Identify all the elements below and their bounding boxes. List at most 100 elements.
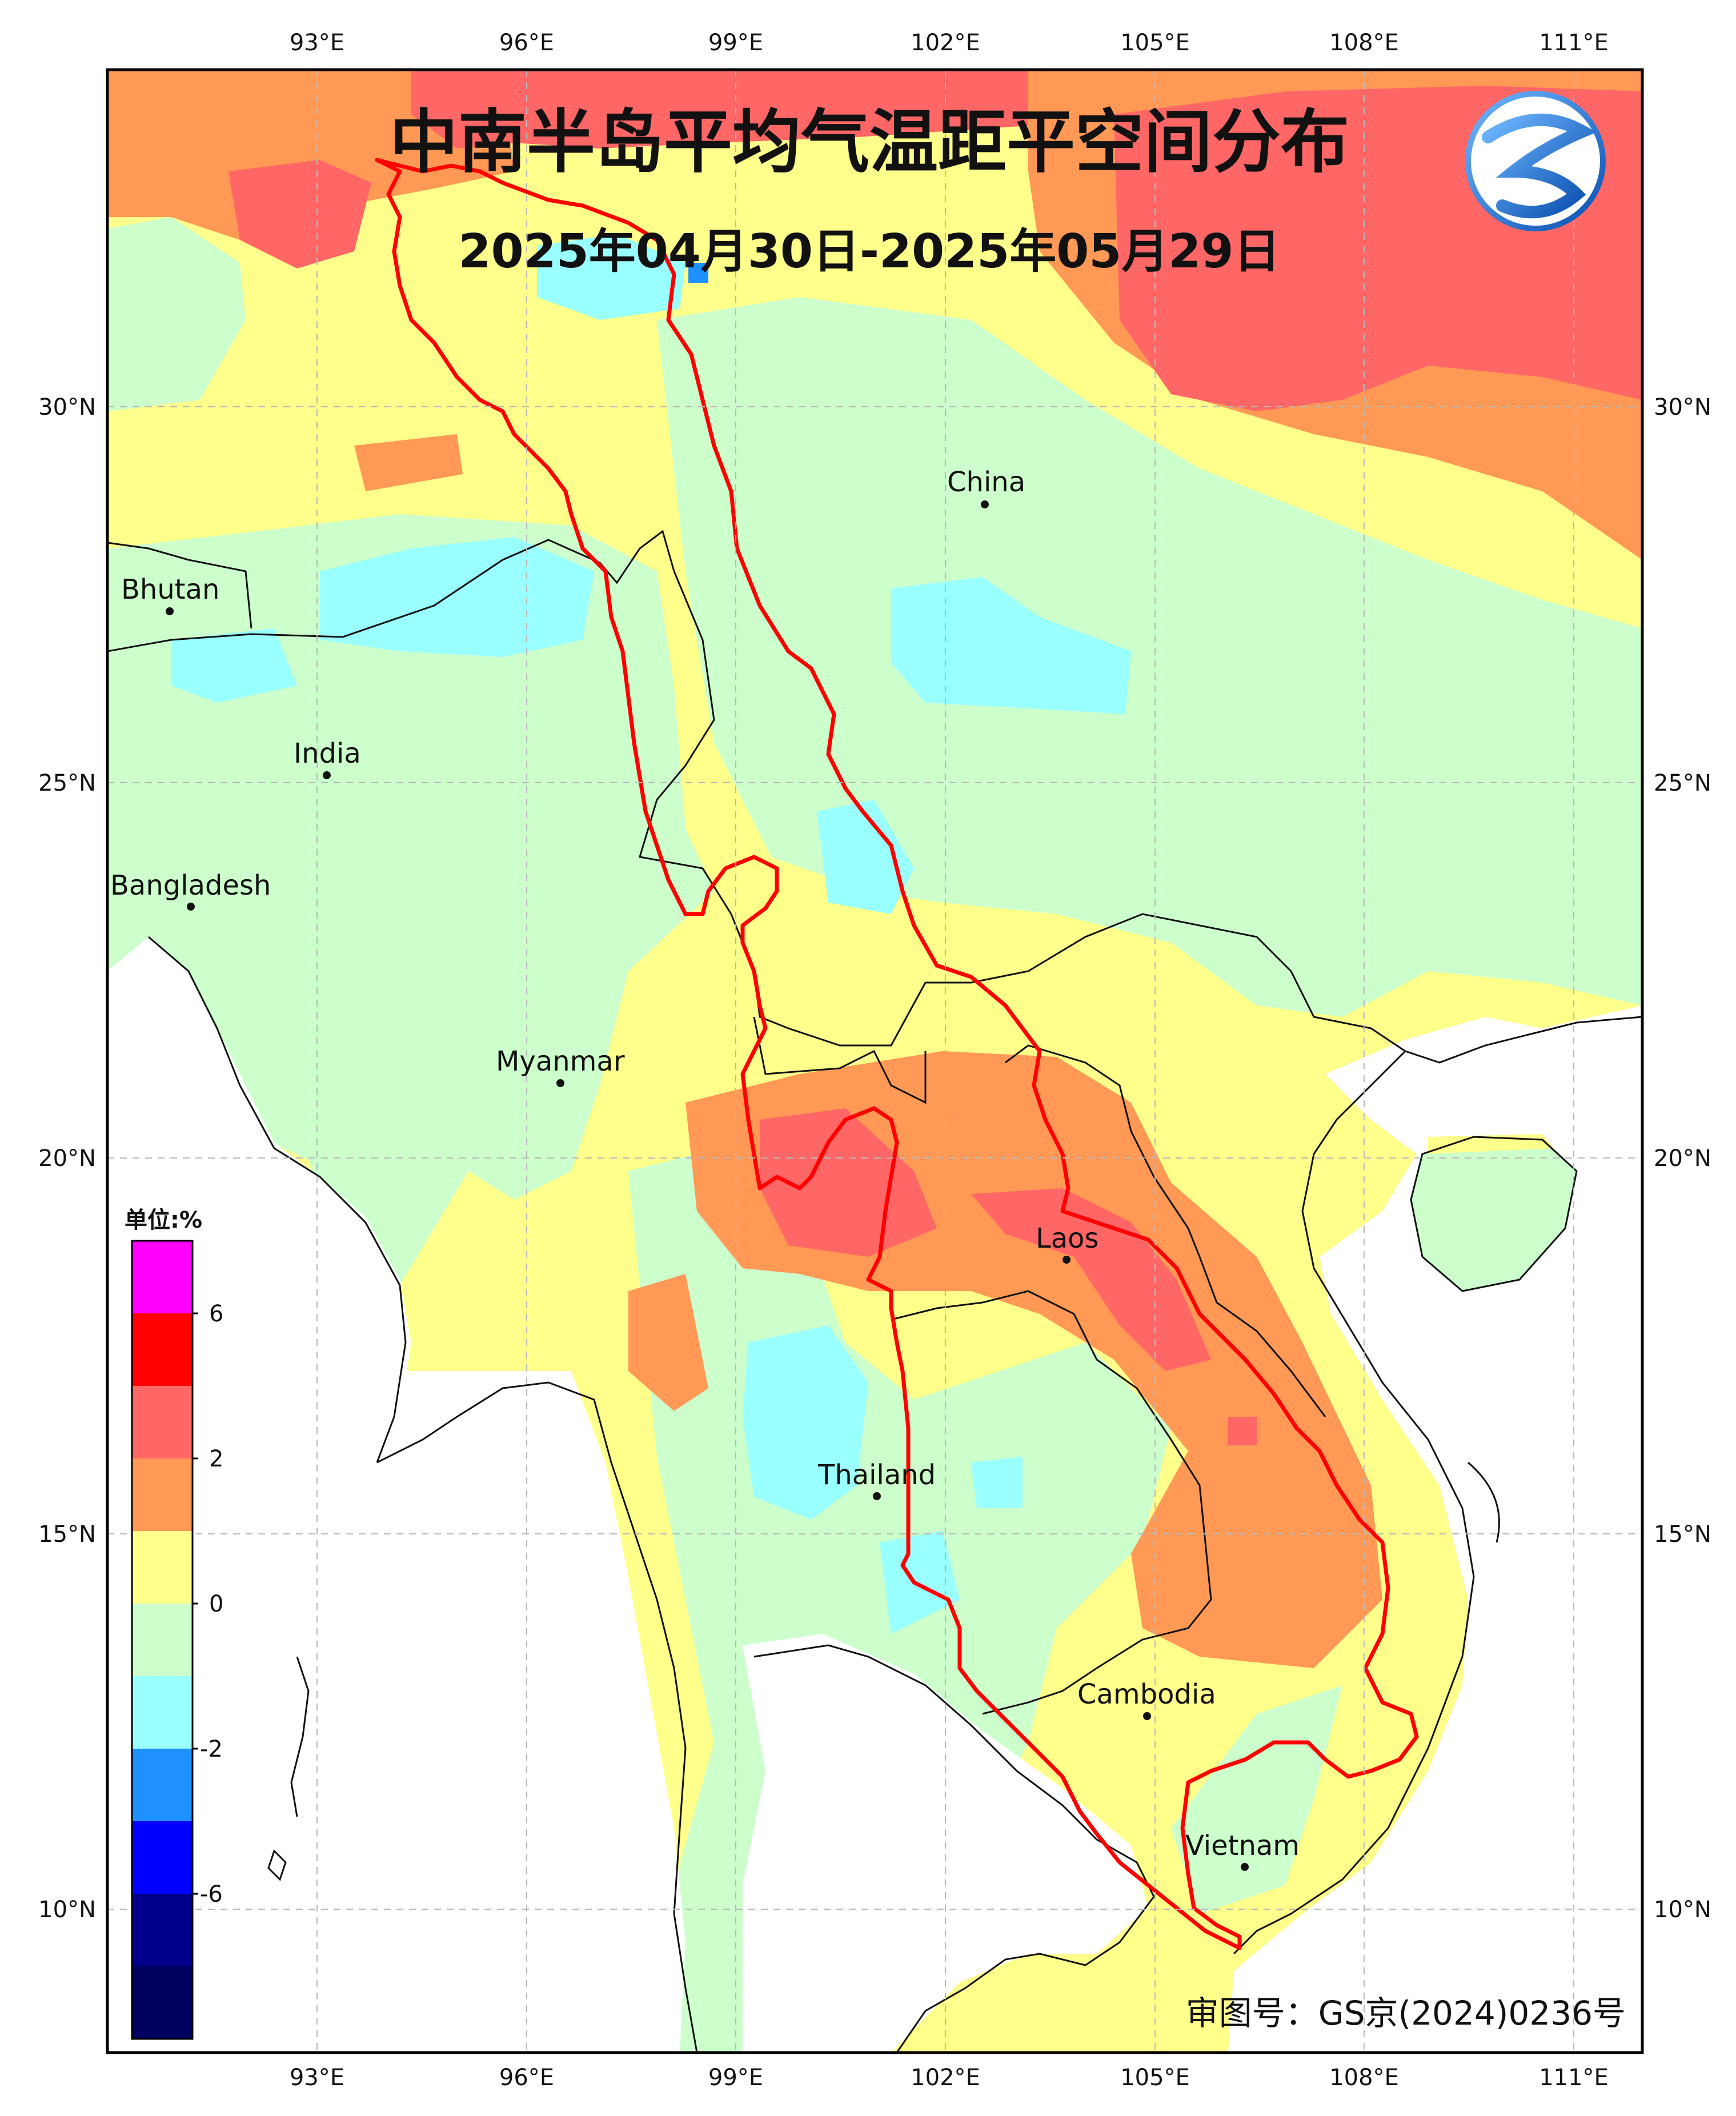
anomaly-zone-strong-warm xyxy=(760,1108,937,1257)
colorbar-tick-label: -6 xyxy=(200,1881,223,1907)
lon-tick-label: 111°E xyxy=(1539,2065,1609,2091)
lon-tick-label: 99°E xyxy=(708,2065,763,2091)
country-label-bangladesh: Bangladesh xyxy=(110,869,271,901)
country-bhutan: Bhutan xyxy=(121,574,219,615)
map-subtitle: 2025年04月30日-2025年05月29日 xyxy=(459,225,1281,279)
lon-ticks-top: 93°E 96°E 99°E 102°E 105°E 108°E 111°E xyxy=(290,30,1609,56)
lat-tick-label: 25°N xyxy=(1654,770,1711,796)
graticule xyxy=(107,70,1642,2053)
country-vietnam: Vietnam xyxy=(1185,1830,1300,1871)
anomaly-zone-strong-warm xyxy=(228,160,371,268)
colorbar-frame xyxy=(131,1240,194,2040)
anomaly-zone-slightly-cool xyxy=(107,514,714,1285)
approval-number: 审图号：GS京(2024)0236号 xyxy=(1186,1994,1626,2033)
lon-tick-label: 96°E xyxy=(499,30,554,56)
city-dot xyxy=(981,500,989,508)
country-label-cambodia: Cambodia xyxy=(1077,1678,1216,1710)
colorbar-bin xyxy=(132,1531,193,1604)
coastline xyxy=(267,1849,287,1881)
country-myanmar: Myanmar xyxy=(496,1045,625,1087)
colorbar-tick-label: 0 xyxy=(209,1591,223,1617)
colorbar-tick-label: 2 xyxy=(209,1446,223,1472)
colorbar-bin xyxy=(132,1458,193,1531)
anomaly-zone-strong-warm xyxy=(971,1188,1211,1371)
colorbar-bin xyxy=(132,1676,193,1749)
border-line xyxy=(107,542,252,629)
cma-logo xyxy=(1465,91,1606,231)
anomaly-zone-cool xyxy=(817,800,914,914)
border-line xyxy=(1005,1044,1326,1417)
country-labels: Bhutan India Bangladesh Myanmar China La… xyxy=(110,466,1300,1871)
colorbar-tick-label: -2 xyxy=(200,1736,223,1762)
anomaly-zone-strong-warm xyxy=(411,70,1028,149)
lat-tick-label: 30°N xyxy=(1654,394,1711,420)
lon-tick-label: 99°E xyxy=(708,30,763,56)
country-bangladesh: Bangladesh xyxy=(110,869,271,911)
lat-ticks-left: 30°N 25°N 20°N 15°N 10°N xyxy=(38,394,96,1923)
lat-tick-label: 30°N xyxy=(38,394,96,420)
city-dot xyxy=(1143,1712,1151,1720)
anomaly-zone-cool xyxy=(891,577,1131,714)
city-dot xyxy=(323,771,331,779)
lon-tick-label: 111°E xyxy=(1539,30,1609,56)
border-line xyxy=(753,1016,927,1104)
lon-tick-label: 102°E xyxy=(911,2065,980,2091)
lat-tick-label: 15°N xyxy=(38,1521,96,1548)
colorbar: 单位:% 6 2 0 -2 -6 xyxy=(125,1207,223,2040)
coastlines-borders xyxy=(107,530,1642,2053)
anomaly-zone-warm xyxy=(354,434,463,491)
country-thailand: Thailand xyxy=(817,1459,936,1500)
coastline xyxy=(1405,1016,1642,1064)
colorbar-unit-label: 单位:% xyxy=(125,1207,202,1233)
colorbar-bin xyxy=(132,1313,193,1386)
lon-tick-label: 105°E xyxy=(1120,30,1190,56)
country-label-china: China xyxy=(947,466,1025,498)
coastline xyxy=(290,1656,310,1817)
colorbar-bin xyxy=(132,1966,193,2039)
colorbar-bin xyxy=(132,1241,193,1313)
city-dot xyxy=(556,1079,564,1087)
city-dot xyxy=(1241,1863,1249,1871)
anomaly-zone-cool xyxy=(743,1325,868,1520)
logo-swirl xyxy=(1482,113,1597,219)
lat-tick-label: 20°N xyxy=(1654,1145,1711,1172)
city-dot xyxy=(1063,1256,1071,1264)
country-india: India xyxy=(294,738,361,779)
map-title: 中南半岛平均气温距平空间分布 xyxy=(390,103,1349,182)
coastline xyxy=(1410,1136,1578,1292)
coastline xyxy=(1468,1461,1500,1543)
country-label-thailand: Thailand xyxy=(817,1459,936,1491)
country-laos: Laos xyxy=(1036,1223,1099,1264)
city-dot xyxy=(166,607,174,615)
study-region-boundary xyxy=(375,158,1419,1950)
lon-tick-label: 93°E xyxy=(290,30,344,56)
colorbar-tick-label: 6 xyxy=(209,1301,223,1327)
lon-tick-label: 96°E xyxy=(499,2065,554,2091)
anomaly-zone-cool xyxy=(171,628,297,703)
country-label-bhutan: Bhutan xyxy=(121,574,219,606)
border-line xyxy=(107,530,675,652)
border-line xyxy=(891,1290,1212,1715)
lon-tick-label: 102°E xyxy=(911,30,980,56)
lat-tick-label: 10°N xyxy=(1654,1897,1711,1923)
country-china: China xyxy=(947,466,1025,508)
coastline xyxy=(148,936,407,1463)
lon-tick-label: 108°E xyxy=(1329,30,1399,56)
anomaly-zone-warm xyxy=(628,1274,708,1411)
country-label-vietnam: Vietnam xyxy=(1185,1830,1300,1862)
anomaly-zone-cool xyxy=(971,1457,1023,1508)
anomaly-zone-cool xyxy=(537,234,685,320)
lat-tick-label: 10°N xyxy=(38,1897,96,1923)
lon-tick-label: 93°E xyxy=(290,2065,344,2091)
colorbar-bin xyxy=(132,1749,193,1821)
colorbar-bin xyxy=(132,1604,193,1676)
country-label-india: India xyxy=(294,738,361,770)
lon-tick-label: 105°E xyxy=(1120,2065,1190,2091)
colorbar-bin xyxy=(132,1386,193,1458)
colorbar-bin xyxy=(132,1894,193,1966)
anomaly-zone-slightly-cool xyxy=(107,217,246,411)
lon-ticks-bottom: 93°E 96°E 99°E 102°E 105°E 108°E 111°E xyxy=(290,2065,1609,2091)
country-label-myanmar: Myanmar xyxy=(496,1045,625,1077)
map-frame xyxy=(106,68,1644,2054)
